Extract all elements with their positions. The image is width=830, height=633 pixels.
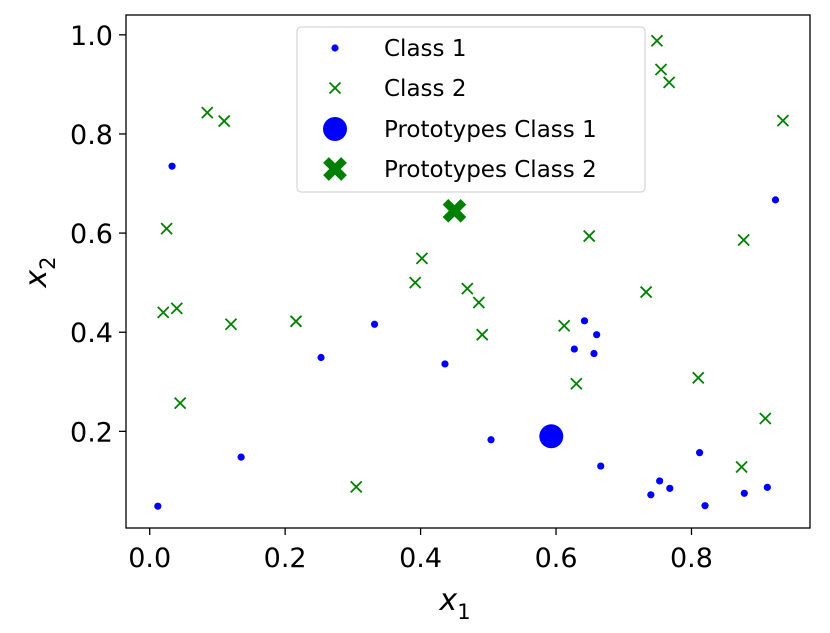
class-2-point-5 [218,114,231,128]
x-axis-label: x1 [438,583,470,624]
class-1-point-17 [740,489,748,497]
class-2-point-9 [409,276,422,289]
class-1-point-0 [154,502,162,510]
class-2-point-1 [160,222,173,235]
legend-label-prototypes-class-2: Prototypes Class 2 [384,157,597,183]
class-2-point-15 [570,377,583,390]
class-2-point-25 [776,114,790,127]
legend-box [296,26,646,193]
class-2-point-13 [476,328,489,341]
legend-label-class-2: Class 2 [384,76,466,102]
x-tick-label: 0.2 [264,543,307,574]
class-1-point-14 [666,484,674,492]
plot-frame [125,14,811,529]
y-axis-label-base: x [19,270,54,289]
class-2-point-20 [663,76,676,89]
class-2-point-2 [170,302,183,315]
class-1-point-7 [570,345,578,353]
y-tick-label: 0.6 [70,219,113,250]
class-1-point-10 [593,331,601,339]
class-1-point-5 [441,360,449,368]
prototypes-class-1-point-0 [539,424,564,449]
y-tick-label: 0.8 [70,120,113,151]
class-2-point-11 [461,282,474,295]
class-2-point-14 [558,319,571,332]
y-tick-label: 1.0 [70,21,113,52]
class-1-point-4 [370,320,379,328]
legend-label-prototypes-class-1: Prototypes Class 1 [384,117,597,143]
x-tick-label: 0.0 [128,543,171,574]
class-2-point-7 [289,315,303,328]
class-2-point-19 [654,63,668,76]
class-2-point-22 [735,460,748,474]
y-axis-label: x2 [19,256,60,288]
class-1-point-3 [317,353,325,362]
prototypes-class-2-point-0 [442,198,467,223]
x-axis-label-sub: 1 [457,600,470,624]
x-tick-label: 0.4 [399,543,442,574]
y-axis-label-sub: 2 [36,256,60,269]
series-prototypes-class-2 [442,198,467,223]
class-2-point-4 [201,106,214,119]
class-1-point-9 [590,349,598,358]
class-2-point-3 [174,396,187,410]
legend-marker-prototypes-class-1 [323,117,347,141]
class-1-point-1 [168,162,176,170]
class-1-point-11 [597,462,605,470]
class-2-point-12 [472,296,485,309]
class-1-point-8 [580,317,589,325]
x-axis-label-base: x [438,583,457,618]
y-axis-ticks: 0.2 0.4 0.6 0.8 1.0 [70,21,126,448]
class-2-point-0 [157,306,170,319]
y-tick-label: 0.4 [70,318,113,349]
class-1-point-6 [487,436,495,444]
series-class-1 [154,162,780,510]
y-tick-label: 0.2 [70,417,113,448]
class-2-point-24 [759,412,772,425]
class-1-point-2 [237,453,245,461]
x-axis-ticks: 0.0 0.2 0.4 0.6 0.8 [128,528,713,574]
legend-label-class-1: Class 1 [384,36,466,62]
series-prototypes-class-1 [539,424,564,449]
legend: Class 1 Class 2 Prototypes Class 1 Proto… [296,26,646,193]
x-tick-label: 0.8 [670,543,713,574]
class-1-point-15 [696,449,704,457]
class-2-point-17 [639,285,653,299]
class-1-point-18 [763,483,771,491]
legend-marker-class-2 [328,81,342,95]
legend-markers [323,44,347,181]
class-2-point-21 [692,371,705,384]
series-class-2 [157,34,790,493]
class-2-point-6 [224,318,238,331]
x-tick-label: 0.6 [535,543,578,574]
class-2-point-16 [583,229,596,243]
class-1-point-16 [701,502,709,510]
legend-marker-class-1 [331,44,339,52]
class-1-point-12 [647,491,655,499]
legend-marker-prototypes-class-2 [323,157,347,181]
class-1-point-19 [771,196,780,204]
class-2-point-18 [650,34,664,47]
class-2-point-23 [737,233,750,247]
class-2-point-8 [350,480,363,493]
class-1-point-13 [656,477,664,485]
data-marks [154,34,790,510]
class-2-point-10 [415,252,429,265]
